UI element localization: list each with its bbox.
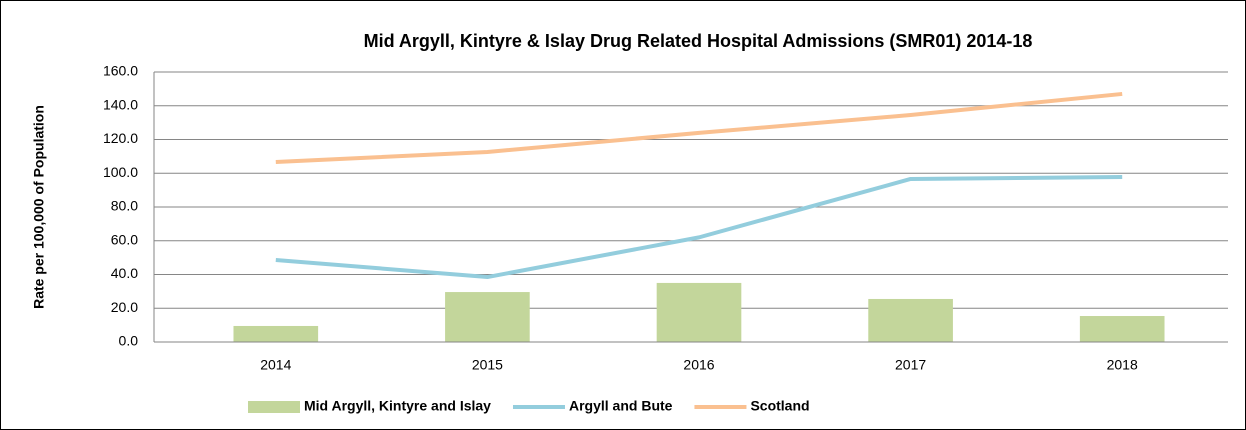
legend-swatch	[248, 401, 300, 413]
x-tick-label: 2015	[472, 357, 503, 373]
legend-label: Mid Argyll, Kintyre and Islay	[304, 398, 491, 414]
y-tick-label: 80.0	[111, 198, 138, 214]
x-tick-label: 2018	[1107, 357, 1138, 373]
bar	[656, 282, 742, 342]
bar	[233, 325, 319, 342]
y-tick-label: 20.0	[111, 299, 138, 315]
y-tick-label: 160.0	[103, 63, 138, 79]
y-axis-label: Rate per 100,000 of Population	[31, 105, 47, 309]
y-tick-label: 100.0	[103, 164, 138, 180]
y-tick-label: 40.0	[111, 265, 138, 281]
legend-label: Argyll and Bute	[569, 398, 673, 414]
line	[275, 174, 1123, 280]
bar	[1079, 316, 1165, 342]
x-tick-label: 2016	[683, 357, 714, 373]
x-tick-label: 2014	[260, 357, 291, 373]
y-tick-label: 0.0	[119, 333, 139, 349]
y-tick-label: 120.0	[103, 130, 138, 146]
bar	[868, 298, 953, 342]
chart-title: Mid Argyll, Kintyre & Islay Drug Related…	[364, 31, 1033, 51]
y-tick-label: 140.0	[103, 96, 138, 112]
y-tick-label: 60.0	[111, 231, 138, 247]
bar	[445, 292, 530, 342]
legend-label: Scotland	[750, 398, 809, 414]
line	[275, 91, 1123, 164]
x-tick-label: 2017	[895, 357, 926, 373]
